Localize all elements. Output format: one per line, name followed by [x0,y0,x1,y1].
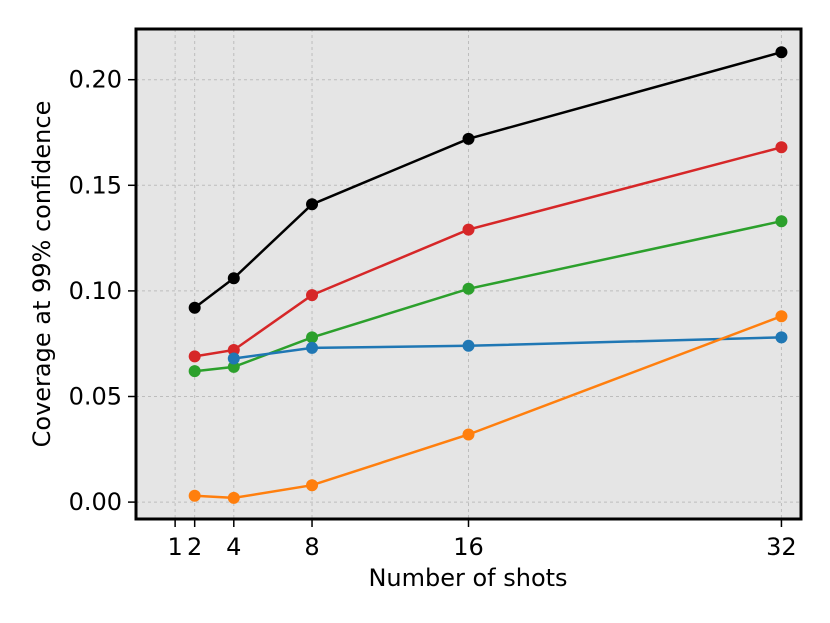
x-tick-label: 2 [187,533,202,561]
data-point [227,352,240,365]
x-tick-label: 8 [304,533,319,561]
data-point [188,365,201,378]
data-point [188,301,201,314]
data-point [462,339,475,352]
axes-ticks: 1 2 4 8 16 32 0.00 0.05 0.10 0.15 0.20 [69,66,797,561]
data-point [462,132,475,145]
x-axis-label: Number of shots [368,564,567,592]
data-point [462,223,475,236]
series-5 [188,310,788,504]
x-tick-label: 32 [766,533,797,561]
data-point [775,141,788,154]
data-point [306,341,319,354]
data-point [462,428,475,441]
series-4 [227,331,788,365]
data-point [188,350,201,363]
data-point [306,289,319,302]
data-point [227,272,240,285]
y-axis-label: Coverage at 99% confidence [28,101,56,448]
x-tick-label: 16 [453,533,484,561]
data-point [775,215,788,228]
series-line [233,336,782,360]
y-tick-label: 0.00 [69,488,122,516]
data-point [775,331,788,344]
series-2 [188,141,788,363]
data-point [775,46,788,59]
data-point [775,310,788,323]
data-point [227,344,240,357]
data-point [227,491,240,504]
data-point [188,489,201,502]
y-tick-label: 0.15 [69,171,122,199]
data-point [306,331,319,344]
data-point [306,479,319,492]
y-tick-label: 0.05 [69,383,122,411]
y-tick-label: 0.10 [69,277,122,305]
series-layer [188,46,788,504]
x-tick-label: 4 [226,533,241,561]
series-3 [188,215,788,378]
y-tick-label: 0.20 [69,66,122,94]
series-1 [188,46,788,314]
data-point [306,198,319,211]
data-point [227,360,240,373]
data-point [462,282,475,295]
x-tick-label: 1 [167,533,182,561]
